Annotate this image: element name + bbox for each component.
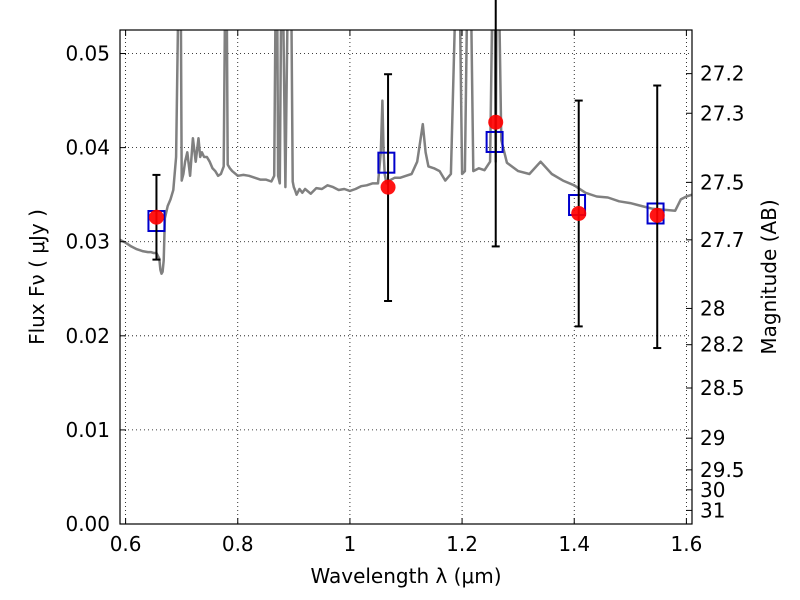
y-tick-label: 0.02 <box>65 324 110 348</box>
right-tick-label: 28.2 <box>700 333 745 357</box>
right-tick-label: 27.7 <box>700 228 745 252</box>
y-axis-label: Flux Fν ( μJy ) <box>25 209 49 345</box>
y-axis-ticks: 0.00 0.01 0.02 0.03 0.04 0.05 <box>65 42 126 536</box>
observed-point <box>148 209 164 225</box>
model-point <box>485 130 504 153</box>
observed-point <box>571 205 587 221</box>
model-point <box>377 151 396 174</box>
x-tick-label: 1.2 <box>446 532 478 556</box>
right-tick-label: 31 <box>700 498 725 522</box>
x-tick-label: 0.6 <box>110 532 142 556</box>
x-tick-label: 1.4 <box>558 532 590 556</box>
x-axis-ticks: 0.6 0.8 1 1.2 1.4 1.6 <box>110 30 702 556</box>
observed-point <box>380 179 396 195</box>
y-tick-label: 0.00 <box>65 512 110 536</box>
y-tick-label: 0.01 <box>65 418 110 442</box>
right-tick-label: 29 <box>700 426 725 450</box>
observed-point <box>649 207 665 223</box>
y-tick-label: 0.04 <box>65 136 110 160</box>
x-axis-label: Wavelength λ (μm) <box>310 564 501 588</box>
y-tick-label: 0.05 <box>65 42 110 66</box>
plot-frame <box>119 29 693 525</box>
observed-points <box>148 0 665 350</box>
y-tick-label: 0.03 <box>65 230 110 254</box>
right-tick-label: 28 <box>700 296 725 320</box>
x-tick-label: 1.6 <box>670 532 702 556</box>
observed-point <box>488 114 504 130</box>
right-tick-label: 27.3 <box>700 101 745 125</box>
x-tick-label: 0.8 <box>222 532 254 556</box>
right-tick-label: 28.5 <box>700 376 745 400</box>
right-tick-label: 27.2 <box>700 62 745 86</box>
right-axis-label: Magnitude (AB) <box>757 199 781 354</box>
right-tick-label: 30 <box>700 478 725 502</box>
right-tick-label: 27.5 <box>700 170 745 194</box>
right-tick-label: 29.5 <box>700 458 745 482</box>
plot-background <box>120 30 692 524</box>
x-tick-label: 1 <box>344 532 357 556</box>
